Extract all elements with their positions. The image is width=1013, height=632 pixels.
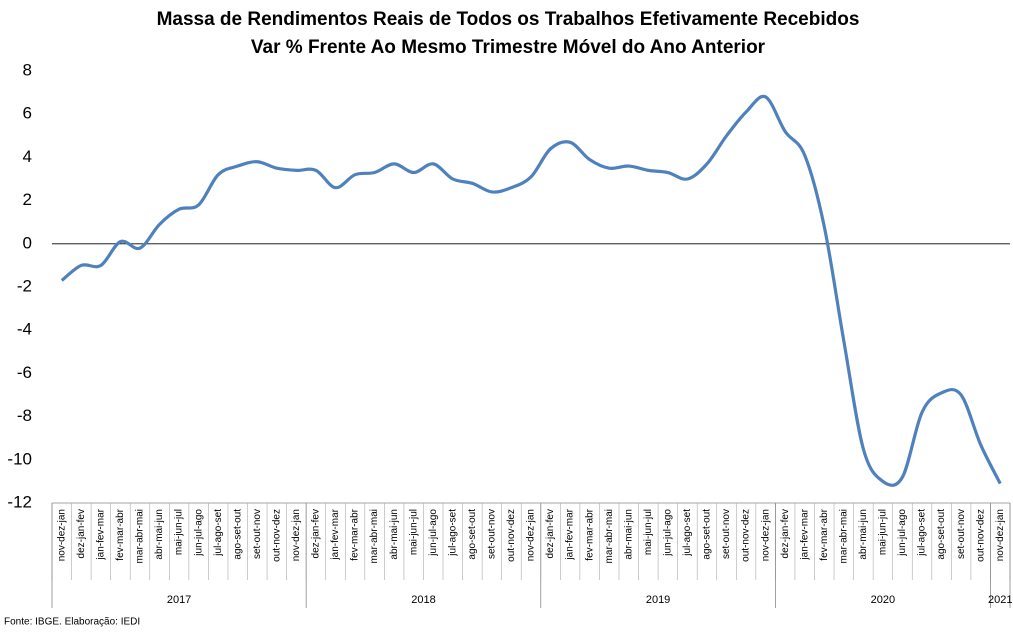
x-tick-label: set-out-nov [487, 509, 498, 559]
x-tick-label: nov-dez-jan [56, 509, 67, 561]
x-tick-label: mar-abr-mai [604, 509, 615, 563]
x-tick-label: dez-jan-fev [76, 509, 87, 558]
y-tick-label: -12 [7, 492, 32, 511]
x-tick-label: ago-set-out [702, 509, 713, 560]
x-tick-label: mar-abr-mai [369, 509, 380, 563]
x-tick-label: mai-jun-jul [878, 509, 889, 555]
x-tick-label: out-nov-dez [741, 509, 752, 562]
x-tick-label: abr-mai-jun [623, 509, 634, 560]
x-tick-label: fev-mar-abr [115, 508, 126, 560]
x-tick-label: abr-mai-jun [858, 509, 869, 560]
x-tick-label: nov-dez-jan [995, 509, 1006, 561]
x-tick-label: jan-fev-mar [565, 508, 576, 560]
x-tick-label: jul-ago-set [213, 509, 224, 557]
y-tick-label: 0 [23, 233, 32, 252]
x-tick-label: jul-ago-set [682, 509, 693, 557]
x-tick-label: dez-jan-fev [545, 509, 556, 558]
data-line [60, 94, 1002, 487]
x-tick-label: mai-jun-jul [643, 509, 654, 555]
y-tick-label: -4 [17, 320, 32, 339]
group-label: 2021 [988, 594, 1012, 606]
group-label: 2019 [646, 594, 670, 606]
x-tick-label: ago-set-out [936, 509, 947, 560]
x-tick-label: dez-jan-fev [780, 509, 791, 558]
x-tick-label: jun-jul-ago [897, 509, 908, 557]
x-tick-label: jun-jul-ago [428, 509, 439, 557]
x-tick-label: set-out-nov [956, 509, 967, 559]
x-tick-label: mai-jun-jul [174, 509, 185, 555]
y-tick-label: -10 [7, 449, 32, 468]
x-tick-label: set-out-nov [721, 509, 732, 559]
x-tick-label: jul-ago-set [447, 509, 458, 557]
group-label: 2020 [871, 594, 895, 606]
y-tick-label: 6 [23, 104, 32, 123]
x-tick-label: abr-mai-jun [154, 509, 165, 560]
x-tick-label: nov-dez-jan [291, 509, 302, 561]
x-tick-label: fev-mar-abr [584, 508, 595, 560]
y-tick-label: 2 [23, 190, 32, 209]
x-tick-label: nov-dez-jan [526, 509, 537, 561]
source-note: Fonte: IBGE. Elaboração: IEDI [4, 617, 140, 628]
y-tick-label: 4 [23, 147, 32, 166]
y-tick-label: -8 [17, 406, 32, 425]
x-tick-label: out-nov-dez [975, 509, 986, 562]
x-tick-label: jun-jul-ago [193, 509, 204, 557]
y-tick-label: -2 [17, 276, 32, 295]
x-tick-label: nov-dez-jan [760, 509, 771, 561]
x-tick-label: dez-jan-fev [311, 509, 322, 558]
x-tick-label: jul-ago-set [917, 509, 928, 557]
x-tick-label: out-nov-dez [506, 509, 517, 562]
group-label: 2017 [167, 594, 191, 606]
x-tick-label: jan-fev-mar [96, 508, 107, 560]
x-tick-label: ago-set-out [232, 509, 243, 560]
y-tick-label: 8 [23, 60, 32, 79]
x-tick-label: out-nov-dez [271, 509, 282, 562]
x-tick-label: jan-fev-mar [330, 508, 341, 560]
x-tick-label: fev-mar-abr [819, 508, 830, 560]
x-tick-label: set-out-nov [252, 509, 263, 559]
x-tick-label: abr-mai-jun [389, 509, 400, 560]
x-tick-label: mai-jun-jul [408, 509, 419, 555]
group-label: 2018 [411, 594, 435, 606]
x-tick-label: jan-fev-mar [799, 508, 810, 560]
y-tick-label: -6 [17, 363, 32, 382]
chart-title: Massa de Rendimentos Reais de Todos os T… [157, 9, 860, 30]
x-tick-label: fev-mar-abr [350, 508, 361, 560]
chart-subtitle: Var % Frente Ao Mesmo Trimestre Móvel do… [251, 37, 766, 58]
x-tick-label: ago-set-out [467, 509, 478, 560]
x-tick-label: mar-abr-mai [135, 509, 146, 563]
x-tick-label: mar-abr-mai [838, 509, 849, 563]
x-tick-label: jun-jul-ago [662, 509, 673, 557]
